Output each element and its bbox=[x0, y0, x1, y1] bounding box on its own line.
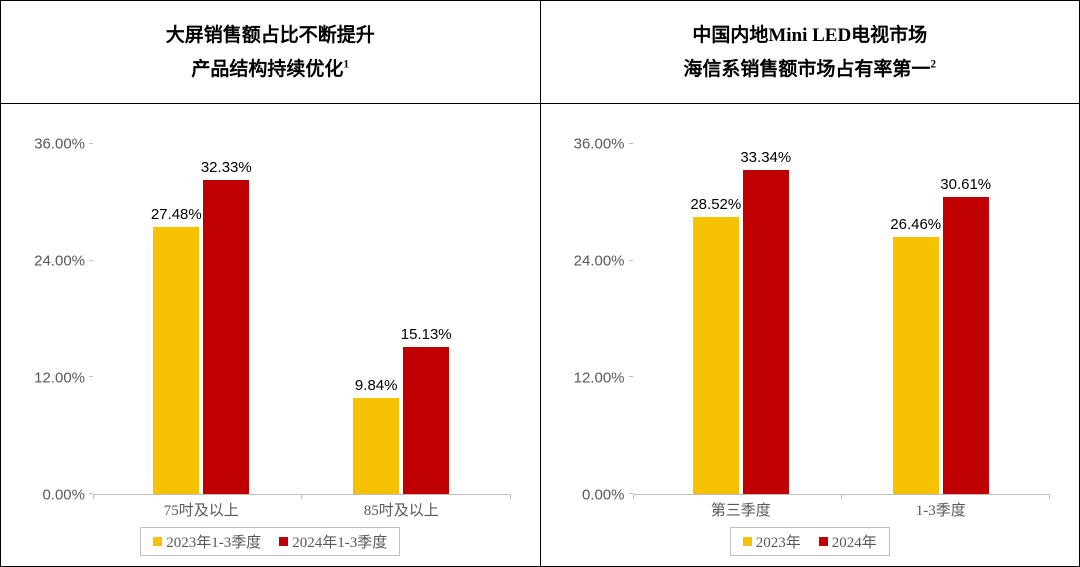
bar: 28.52% bbox=[693, 217, 739, 494]
bar: 15.13% bbox=[403, 347, 449, 494]
y-tick-label: 12.00% bbox=[574, 370, 625, 387]
title-line-1: 大屏销售额占比不断提升 bbox=[11, 19, 530, 53]
bar-value-label: 27.48% bbox=[151, 206, 202, 227]
legend-right: 2023年 2024年 bbox=[730, 527, 890, 556]
chart-area-right: 0.00%12.00%24.00%36.00% 28.52%33.34%26.4… bbox=[541, 104, 1080, 566]
y-axis-left: 0.00%12.00%24.00%36.00% bbox=[31, 144, 93, 495]
legend-label: 2023年 bbox=[756, 531, 801, 552]
legend-swatch-2024 bbox=[279, 537, 288, 546]
bar: 33.34% bbox=[743, 170, 789, 494]
bar-value-label: 30.61% bbox=[940, 176, 991, 197]
bar-group: 9.84%15.13% bbox=[353, 144, 449, 494]
bar-value-label: 33.34% bbox=[740, 149, 791, 170]
x-labels-left: 75吋及以上 85吋及以上 bbox=[93, 495, 510, 521]
title-area-left: 大屏销售额占比不断提升 产品结构持续优化1 bbox=[1, 1, 540, 104]
bar-group: 28.52%33.34% bbox=[693, 144, 789, 494]
bar-value-label: 15.13% bbox=[401, 326, 452, 347]
title-area-right: 中国内地Mini LED电视市场 海信系销售额市场占有率第一2 bbox=[541, 1, 1080, 104]
x-category-label: 75吋及以上 bbox=[164, 499, 239, 520]
x-category-label: 85吋及以上 bbox=[364, 499, 439, 520]
bar-group: 26.46%30.61% bbox=[893, 144, 989, 494]
y-tick-label: 24.00% bbox=[574, 253, 625, 270]
bar: 32.33% bbox=[203, 180, 249, 494]
legend-swatch-2023 bbox=[743, 537, 752, 546]
y-tick-label: 24.00% bbox=[34, 253, 85, 270]
legend-left: 2023年1-3季度 2024年1-3季度 bbox=[140, 527, 400, 556]
bar-value-label: 9.84% bbox=[355, 377, 398, 398]
legend-item: 2024年1-3季度 bbox=[279, 531, 387, 552]
legend-label: 2024年1-3季度 bbox=[292, 531, 387, 552]
x-labels-right: 第三季度 1-3季度 bbox=[633, 495, 1050, 521]
y-tick-label: 12.00% bbox=[34, 370, 85, 387]
bar: 27.48% bbox=[153, 227, 199, 494]
bar: 30.61% bbox=[943, 197, 989, 494]
bar: 9.84% bbox=[353, 398, 399, 494]
plot-left: 27.48%32.33%9.84%15.13% bbox=[93, 144, 510, 495]
legend-label: 2024年 bbox=[832, 531, 877, 552]
legend-swatch-2023 bbox=[153, 537, 162, 546]
legend-swatch-2024 bbox=[819, 537, 828, 546]
legend-item: 2023年 bbox=[743, 531, 801, 552]
y-tick-label: 36.00% bbox=[34, 136, 85, 153]
bar-group: 27.48%32.33% bbox=[153, 144, 249, 494]
legend-item: 2023年1-3季度 bbox=[153, 531, 261, 552]
title-line-1: 中国内地Mini LED电视市场 bbox=[551, 19, 1070, 53]
bar-value-label: 28.52% bbox=[690, 196, 741, 217]
plot-right: 28.52%33.34%26.46%30.61% bbox=[633, 144, 1050, 495]
footnote-sup: 1 bbox=[343, 59, 349, 71]
bar-value-label: 26.46% bbox=[890, 216, 941, 237]
title-line-2: 产品结构持续优化1 bbox=[11, 53, 530, 87]
chart-area-left: 0.00%12.00%24.00%36.00% 27.48%32.33%9.84… bbox=[1, 104, 540, 566]
bar: 26.46% bbox=[893, 237, 939, 494]
y-tick-label: 36.00% bbox=[574, 136, 625, 153]
title-line-2: 海信系销售额市场占有率第一2 bbox=[551, 53, 1070, 87]
bar-value-label: 32.33% bbox=[201, 159, 252, 180]
x-category-label: 1-3季度 bbox=[916, 499, 966, 520]
y-tick-label: 0.00% bbox=[582, 487, 625, 504]
legend-label: 2023年1-3季度 bbox=[166, 531, 261, 552]
y-axis-right: 0.00%12.00%24.00%36.00% bbox=[571, 144, 633, 495]
legend-item: 2024年 bbox=[819, 531, 877, 552]
footnote-sup: 2 bbox=[930, 59, 936, 71]
panel-left: 大屏销售额占比不断提升 产品结构持续优化1 0.00% 12.00% 24.00% 3… bbox=[1, 1, 541, 566]
y-tick-label: 0.00% bbox=[42, 487, 85, 504]
x-category-label: 第三季度 bbox=[711, 499, 771, 520]
panel-right: 中国内地Mini LED电视市场 海信系销售额市场占有率第一2 0.00% 12.… bbox=[541, 1, 1080, 566]
chart-container: 大屏销售额占比不断提升 产品结构持续优化1 0.00% 12.00% 24.00% 3… bbox=[0, 0, 1080, 567]
